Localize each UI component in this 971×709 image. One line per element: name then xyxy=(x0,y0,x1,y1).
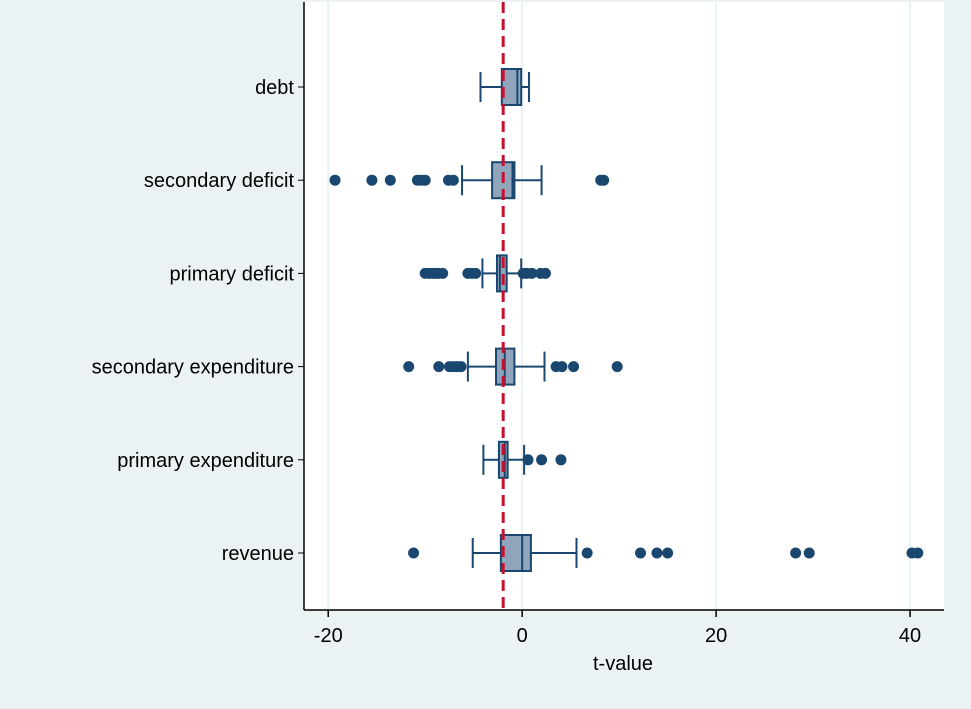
outlier-point xyxy=(447,174,459,186)
outlier-point xyxy=(539,267,551,279)
category-label: secondary deficit xyxy=(144,170,295,192)
outlier-point xyxy=(522,454,534,466)
outlier-point xyxy=(581,547,593,559)
outlier-point xyxy=(433,361,445,373)
axes xyxy=(298,2,944,617)
outlier-point xyxy=(384,174,396,186)
outlier-point xyxy=(470,267,482,279)
box-group xyxy=(408,534,924,572)
boxes xyxy=(329,68,924,572)
x-tick-label: -20 xyxy=(314,625,343,647)
outlier-point xyxy=(803,547,815,559)
box-group xyxy=(419,254,551,293)
outlier-point xyxy=(526,267,538,279)
category-label: primary deficit xyxy=(170,263,295,285)
outlier-point xyxy=(556,361,568,373)
box-group xyxy=(482,440,567,479)
outlier-point xyxy=(598,174,610,186)
outlier-point xyxy=(912,547,924,559)
outlier-point xyxy=(536,454,548,466)
category-label: debt xyxy=(255,77,294,99)
outlier-point xyxy=(662,547,674,559)
outlier-point xyxy=(555,454,567,466)
outlier-point xyxy=(366,174,378,186)
x-tick-label: 0 xyxy=(517,625,528,647)
labels: debt secondary deficit primary deficit seco… xyxy=(92,77,922,647)
category-label: secondary expenditure xyxy=(92,357,294,379)
outlier-point xyxy=(329,174,341,186)
box xyxy=(499,534,532,572)
box-group xyxy=(403,347,623,386)
category-label: primary expenditure xyxy=(117,450,294,472)
outlier-point xyxy=(568,361,580,373)
outlier-point xyxy=(790,547,802,559)
outlier-point xyxy=(455,361,467,373)
outlier-point xyxy=(419,174,431,186)
x-tick-label: 20 xyxy=(705,625,727,647)
category-label: revenue xyxy=(222,543,294,565)
plot-area xyxy=(304,2,944,610)
outlier-point xyxy=(403,361,415,373)
box xyxy=(497,440,509,479)
outlier-point xyxy=(651,547,663,559)
x-tick-label: 40 xyxy=(899,625,921,647)
box-group xyxy=(329,161,610,200)
outlier-point xyxy=(634,547,646,559)
outlier-point xyxy=(408,547,420,559)
x-axis-title: t-value xyxy=(593,653,653,675)
outlier-point xyxy=(437,267,449,279)
outlier-point xyxy=(611,361,623,373)
